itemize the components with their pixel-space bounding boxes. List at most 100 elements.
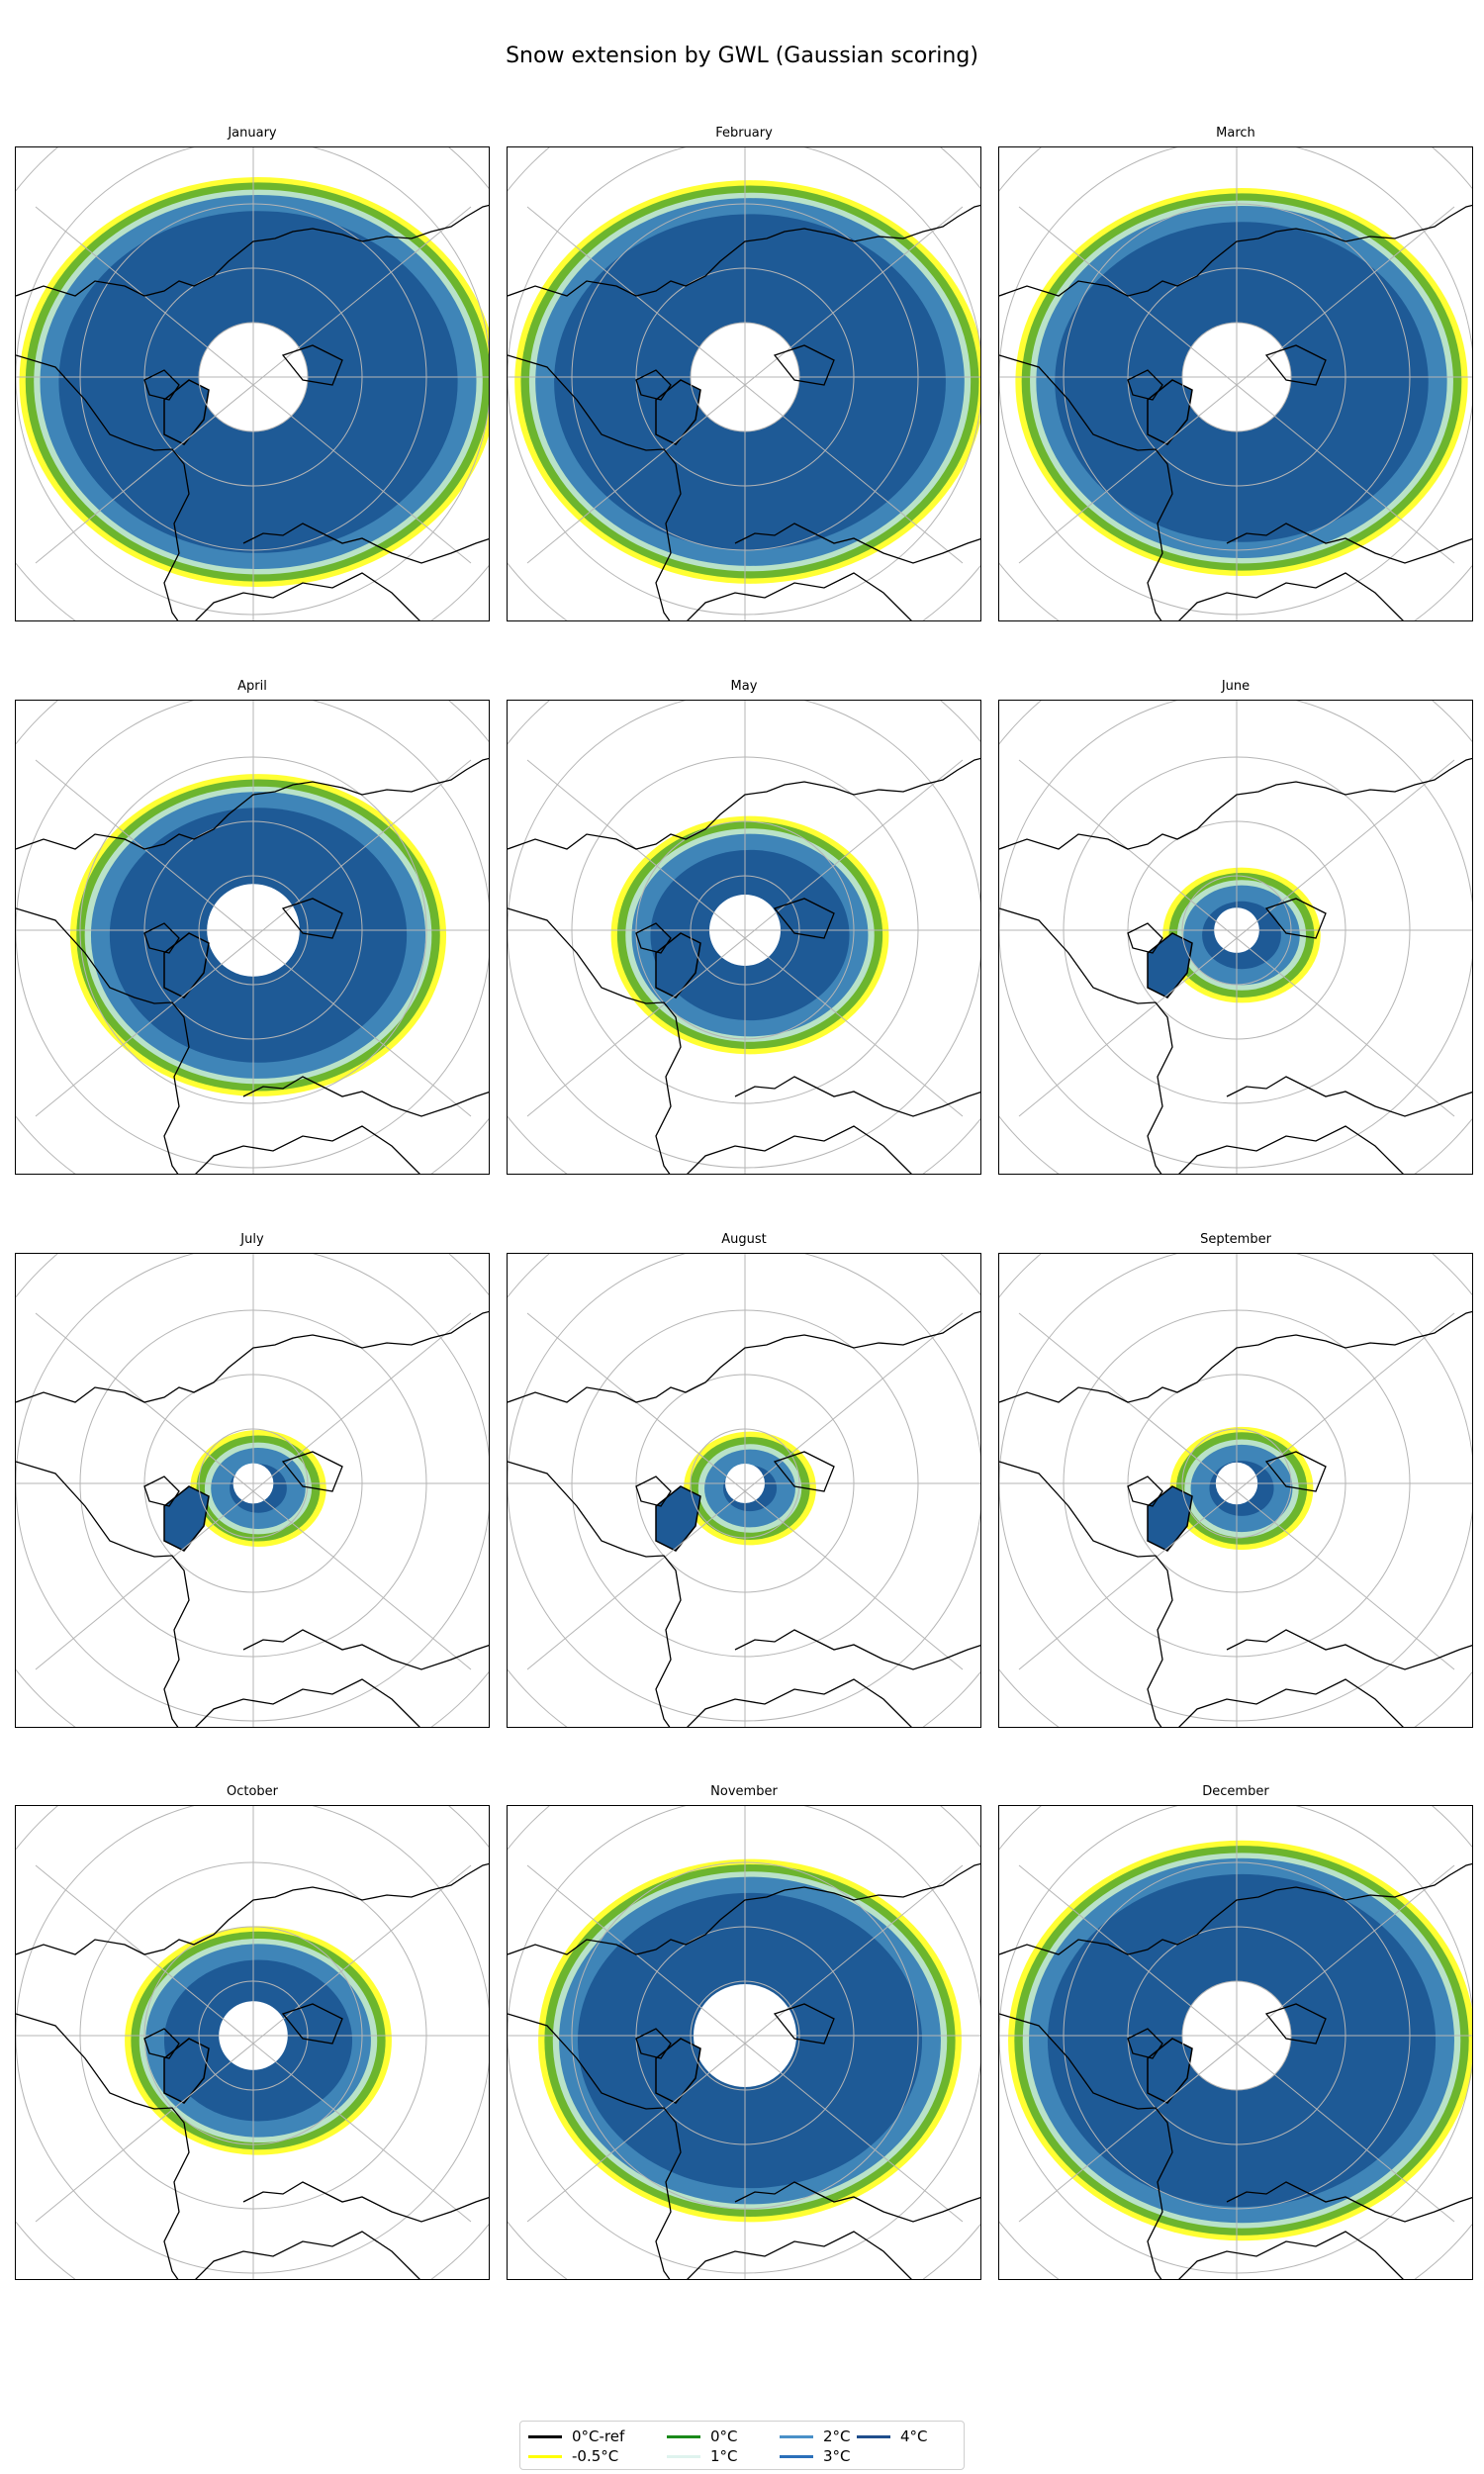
greenland-ice (163, 1485, 210, 1552)
legend-label: -0.5°C (572, 2447, 619, 2465)
coastlines (16, 204, 489, 620)
polar-map (15, 1253, 490, 1728)
legend-item: 0°C-ref (528, 2426, 624, 2446)
coastlines (16, 757, 489, 1174)
polar-map (507, 700, 981, 1175)
coastlines (999, 1310, 1472, 1727)
legend: 0°C-ref -0.5°C 0°C 1°C 2°C 3°C 4°C (519, 2421, 965, 2470)
legend-swatch (857, 2434, 890, 2438)
graticule (999, 147, 1472, 620)
panel-title: June (1221, 679, 1251, 694)
map-canvas (508, 1254, 980, 1727)
snow-extent (69, 774, 447, 1096)
panel-title: February (715, 126, 773, 141)
snow-extent (538, 1858, 962, 2223)
graticule (999, 701, 1472, 1174)
coastlines (508, 1862, 980, 2279)
polar-map (507, 1805, 981, 2280)
map-canvas (16, 1806, 489, 2279)
greenland-ice (163, 2038, 210, 2104)
legend-item: 1°C (667, 2446, 738, 2466)
figure-title: Snow extension by GWL (Gaussian scoring) (506, 44, 978, 68)
greenland-ice (655, 2038, 701, 2104)
legend-label: 0°C-ref (572, 2427, 625, 2445)
legend-item: 3°C (780, 2446, 851, 2466)
legend-item: 2°C (780, 2426, 851, 2446)
coastlines (999, 204, 1472, 620)
greenland-ice (655, 1485, 701, 1552)
coastlines (16, 1862, 489, 2279)
legend-item: 4°C (857, 2426, 928, 2446)
map-canvas (508, 1806, 980, 2279)
polar-map (998, 700, 1473, 1175)
greenland-ice (163, 379, 210, 445)
legend-item: 0°C (667, 2426, 738, 2446)
map-canvas (999, 1254, 1472, 1727)
greenland-ice (1147, 379, 1193, 445)
snow-extent (610, 815, 889, 1055)
graticule (16, 147, 489, 620)
polar-map (998, 146, 1473, 621)
panel-title: December (1202, 1784, 1269, 1799)
graticule (999, 1806, 1472, 2279)
legend-swatch (780, 2454, 813, 2458)
graticule (999, 1254, 1472, 1727)
graticule (508, 147, 980, 620)
graticule (16, 1806, 489, 2279)
map-canvas (999, 147, 1472, 620)
map-canvas (508, 701, 980, 1174)
snow-extent (19, 177, 489, 587)
map-canvas (16, 701, 489, 1174)
legend-label: 1°C (710, 2447, 738, 2465)
polar-map (998, 1253, 1473, 1728)
panel-title: August (721, 1232, 767, 1247)
graticule (16, 1254, 489, 1727)
coastlines (508, 204, 980, 620)
greenland-ice (1147, 1485, 1193, 1552)
legend-swatch (528, 2434, 562, 2438)
snow-extent (655, 1431, 816, 1552)
coastlines (508, 757, 980, 1174)
legend-swatch (528, 2454, 562, 2458)
legend-item: -0.5°C (528, 2446, 618, 2466)
greenland-ice (163, 932, 210, 999)
panel-title: April (237, 679, 267, 694)
coastlines (16, 1310, 489, 1727)
polar-map (507, 1253, 981, 1728)
graticule (508, 1806, 980, 2279)
panel-title: July (240, 1232, 264, 1247)
graticule (508, 1254, 980, 1727)
polar-map (15, 700, 490, 1175)
panel-title: October (226, 1784, 279, 1799)
snow-extent (125, 1926, 392, 2155)
coastlines (999, 757, 1472, 1174)
snow-extent (163, 1430, 326, 1552)
panel-title: September (1200, 1232, 1271, 1247)
map-canvas (16, 1254, 489, 1727)
polar-map (15, 146, 490, 621)
legend-label: 4°C (900, 2427, 928, 2445)
legend-swatch (667, 2454, 700, 2458)
map-canvas (508, 147, 980, 620)
greenland-ice (1147, 932, 1193, 999)
panel-title: March (1216, 126, 1255, 141)
snow-extent (1147, 1426, 1314, 1552)
legend-label: 0°C (710, 2427, 738, 2445)
legend-label: 3°C (823, 2447, 851, 2465)
greenland-ice (1147, 2038, 1193, 2104)
legend-swatch (780, 2434, 813, 2438)
map-canvas (999, 701, 1472, 1174)
graticule (16, 701, 489, 1174)
legend-swatch (667, 2434, 700, 2438)
coastlines (999, 1862, 1472, 2279)
greenland-ice (655, 932, 701, 999)
graticule (508, 701, 980, 1174)
polar-map (507, 146, 981, 621)
polar-map (998, 1805, 1473, 2280)
snow-extent (1015, 188, 1468, 576)
map-canvas (16, 147, 489, 620)
panel-title: January (228, 126, 277, 141)
greenland-ice (655, 379, 701, 445)
polar-map (15, 1805, 490, 2280)
coastlines (508, 1310, 980, 1727)
